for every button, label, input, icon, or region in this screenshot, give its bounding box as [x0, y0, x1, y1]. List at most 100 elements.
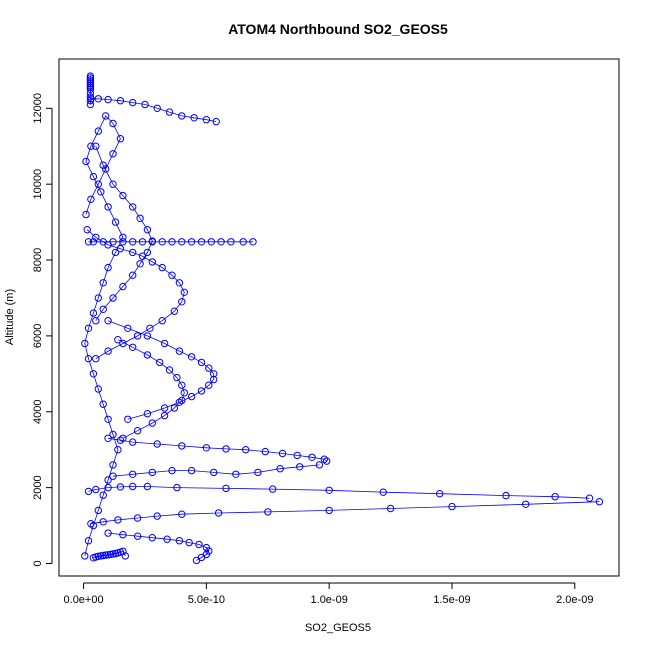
data-point [175, 537, 184, 545]
data-point [158, 263, 166, 272]
data-point [102, 165, 110, 173]
data-point [170, 404, 179, 412]
data-point [81, 552, 89, 560]
data-point [212, 117, 220, 126]
data-point [210, 370, 218, 378]
x-tick-label: 0.0e+00 [64, 594, 104, 606]
data-point [207, 238, 216, 246]
y-axis: 0 2000 4000 6000 8000 10000 12000 [32, 93, 53, 567]
data-point [242, 446, 250, 454]
data-point [119, 282, 127, 291]
data-point [84, 537, 93, 545]
data-point [175, 279, 184, 287]
data-point [111, 218, 120, 226]
data-point [119, 547, 127, 555]
x-axis: 0.0e+00 5.0e-10 1.0e-09 1.5e-09 2.0e-09 [64, 582, 593, 606]
data-point [227, 238, 235, 246]
data-point [133, 514, 142, 522]
data-point [178, 238, 186, 246]
data-point [143, 332, 152, 340]
data-point [84, 487, 93, 496]
data-point [278, 449, 287, 458]
data-point [136, 214, 144, 223]
data-point [86, 74, 95, 82]
data-point [153, 440, 161, 448]
data-point [195, 540, 203, 549]
data-point [502, 491, 510, 500]
data-point [190, 114, 198, 122]
data-point [585, 494, 594, 502]
data-point [102, 112, 110, 120]
data-point [89, 370, 98, 378]
data-point [175, 398, 184, 406]
data-point [86, 80, 95, 88]
data-point [170, 307, 179, 315]
data-point [143, 482, 152, 491]
data-point [99, 491, 107, 499]
series-line-4 [107, 320, 215, 420]
data-point [129, 238, 137, 246]
data-point [276, 465, 284, 473]
data-point [249, 238, 257, 246]
data-point [119, 531, 127, 539]
data-point [129, 343, 137, 351]
data-point [173, 483, 181, 492]
data-point [99, 551, 107, 560]
data-point [84, 355, 93, 363]
series-line-7 [112, 464, 320, 477]
data-point [86, 93, 95, 101]
x-tick-label: 2.0e-09 [556, 594, 593, 606]
data-point [522, 500, 530, 508]
data-point [175, 347, 184, 355]
data-point [86, 72, 95, 80]
data-point [165, 366, 174, 374]
data-point [104, 317, 112, 325]
data-point [99, 279, 107, 287]
data-point [86, 85, 95, 94]
data-point [153, 512, 161, 520]
data-point [99, 400, 107, 408]
data-point [99, 161, 107, 169]
data-point [81, 339, 89, 348]
data-point [109, 461, 117, 469]
data-point [104, 203, 112, 211]
data-point [129, 203, 137, 211]
data-point [168, 238, 176, 246]
data-point [94, 127, 103, 135]
data-point [114, 516, 122, 524]
data-point [222, 445, 230, 453]
data-point [104, 529, 112, 537]
data-point [205, 364, 213, 372]
data-point [104, 415, 112, 423]
data-point [94, 294, 103, 302]
data-point [86, 100, 95, 109]
data-point [119, 238, 127, 246]
data-point [160, 411, 169, 420]
data-point [158, 317, 166, 325]
data-point [116, 135, 125, 143]
data-point [124, 324, 132, 332]
series-line-14 [95, 146, 153, 321]
data-point [89, 238, 98, 246]
data-point [104, 551, 112, 559]
data-point [104, 434, 112, 442]
data-point [187, 392, 196, 401]
data-point [239, 238, 247, 246]
x-tick-label: 1.5e-09 [433, 594, 470, 606]
data-point [165, 108, 174, 116]
data-point [210, 468, 218, 477]
data-point [116, 97, 125, 105]
data-point [551, 493, 559, 501]
data-point [187, 238, 196, 246]
plot-frame [58, 58, 620, 577]
series-line-10 [108, 532, 210, 561]
data-point [86, 78, 95, 86]
y-tick-label: 2000 [32, 475, 44, 499]
y-tick-label: 12000 [32, 93, 44, 124]
data-point [146, 324, 154, 332]
data-point [323, 457, 331, 465]
data-point [119, 191, 127, 200]
data-point [217, 238, 225, 246]
data-point [178, 396, 186, 405]
data-point [148, 419, 157, 427]
